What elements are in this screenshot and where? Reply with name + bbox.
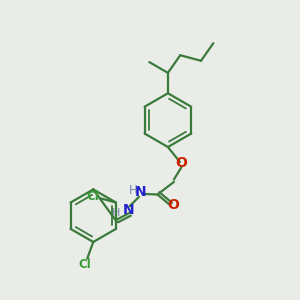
Text: N: N [123, 203, 135, 217]
Text: Cl: Cl [87, 190, 99, 203]
Text: N: N [135, 184, 146, 199]
Text: H: H [129, 184, 138, 197]
Text: O: O [176, 156, 187, 170]
Text: O: O [168, 198, 180, 212]
Text: Cl: Cl [78, 258, 91, 271]
Text: H: H [112, 208, 120, 218]
